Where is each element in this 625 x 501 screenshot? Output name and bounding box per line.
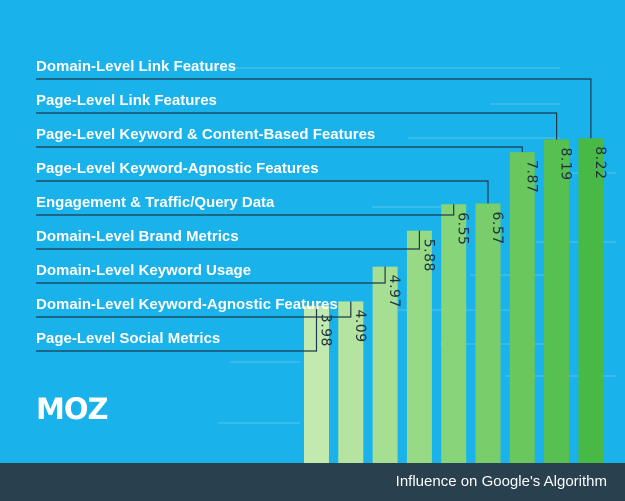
category-label: Domain-Level Keyword-Agnostic Features (36, 296, 338, 313)
leader-line (36, 266, 386, 284)
bar (338, 301, 364, 463)
bar (475, 203, 501, 464)
bar-value-label: 6.57 (489, 211, 505, 244)
footer-bar: Influence on Google's Algorithm (0, 463, 625, 501)
bar (441, 204, 467, 463)
category-label: Domain-Level Keyword Usage (36, 262, 251, 279)
leader-line (36, 78, 592, 139)
leader-line (36, 180, 489, 204)
leader-line (36, 204, 455, 216)
bar-value-label: 5.88 (420, 239, 436, 272)
bar (406, 230, 432, 463)
bar (578, 138, 604, 463)
leader-line (36, 146, 523, 153)
leader-line (36, 112, 558, 140)
leader-line (36, 301, 352, 318)
bar-value-label: 7.87 (523, 160, 539, 193)
footer-caption: Influence on Google's Algorithm (395, 473, 607, 490)
bar-value-label: 6.55 (455, 212, 471, 245)
moz-logo: MOZ (36, 392, 109, 426)
bar-value-label: 8.19 (558, 147, 574, 180)
category-label: Domain-Level Link Features (36, 58, 236, 75)
bar-value-label: 3.98 (318, 314, 334, 347)
leader-line (36, 230, 420, 250)
bar-value-label: 4.97 (386, 275, 402, 308)
category-label: Page-Level Social Metrics (36, 330, 220, 347)
category-label: Domain-Level Brand Metrics (36, 228, 239, 245)
bar-value-label: 4.09 (352, 309, 368, 342)
bar (372, 266, 398, 463)
category-label: Page-Level Keyword & Content-Based Featu… (36, 126, 375, 143)
leader-line (36, 305, 318, 352)
category-label: Engagement & Traffic/Query Data (36, 194, 275, 211)
bar (544, 139, 570, 463)
category-label: Page-Level Link Features (36, 92, 217, 109)
category-label: Page-Level Keyword-Agnostic Features (36, 160, 319, 177)
bar-value-label: 8.22 (592, 146, 608, 179)
bar (509, 152, 535, 463)
